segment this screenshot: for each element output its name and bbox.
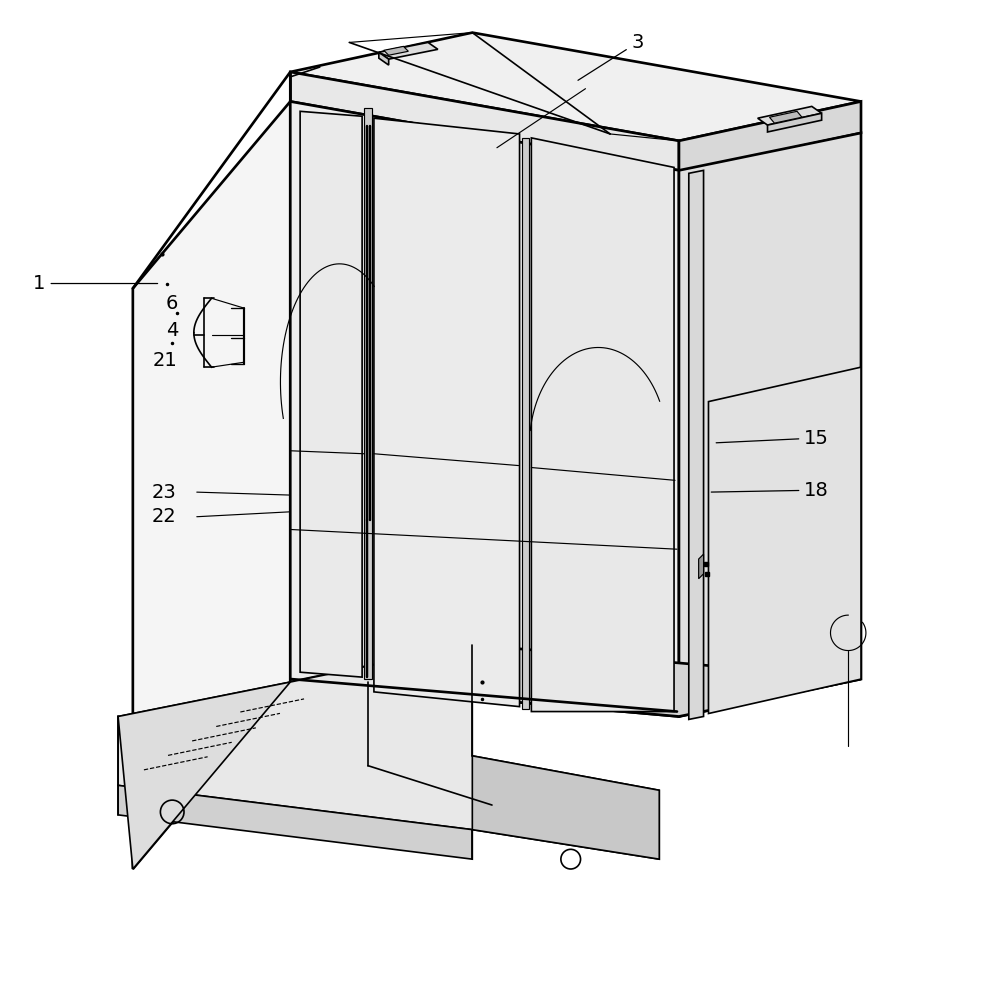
Text: 15: 15 bbox=[716, 429, 830, 448]
Polygon shape bbox=[472, 756, 659, 859]
Text: 1: 1 bbox=[33, 274, 157, 293]
Polygon shape bbox=[379, 52, 389, 65]
Polygon shape bbox=[699, 554, 704, 579]
Text: 4: 4 bbox=[166, 321, 178, 340]
Text: 21: 21 bbox=[153, 351, 178, 370]
Polygon shape bbox=[679, 133, 861, 716]
Text: 3: 3 bbox=[578, 33, 644, 80]
Polygon shape bbox=[689, 170, 704, 719]
Polygon shape bbox=[290, 101, 679, 716]
Polygon shape bbox=[531, 138, 674, 712]
Polygon shape bbox=[768, 113, 822, 132]
Text: 18: 18 bbox=[711, 481, 830, 500]
Polygon shape bbox=[758, 106, 822, 125]
Polygon shape bbox=[118, 645, 659, 859]
Text: 22: 22 bbox=[152, 507, 177, 526]
Text: 6: 6 bbox=[166, 294, 178, 313]
Polygon shape bbox=[384, 46, 408, 55]
Polygon shape bbox=[379, 42, 438, 59]
Text: 23: 23 bbox=[152, 483, 177, 502]
Polygon shape bbox=[290, 72, 679, 170]
Polygon shape bbox=[300, 111, 362, 677]
Polygon shape bbox=[364, 108, 372, 679]
Polygon shape bbox=[118, 682, 290, 869]
Polygon shape bbox=[522, 138, 529, 709]
Polygon shape bbox=[708, 367, 861, 714]
Polygon shape bbox=[679, 101, 861, 172]
Polygon shape bbox=[118, 785, 472, 859]
Polygon shape bbox=[769, 111, 802, 123]
Polygon shape bbox=[133, 101, 290, 869]
Polygon shape bbox=[374, 118, 520, 707]
Polygon shape bbox=[290, 645, 861, 716]
Polygon shape bbox=[290, 33, 861, 141]
